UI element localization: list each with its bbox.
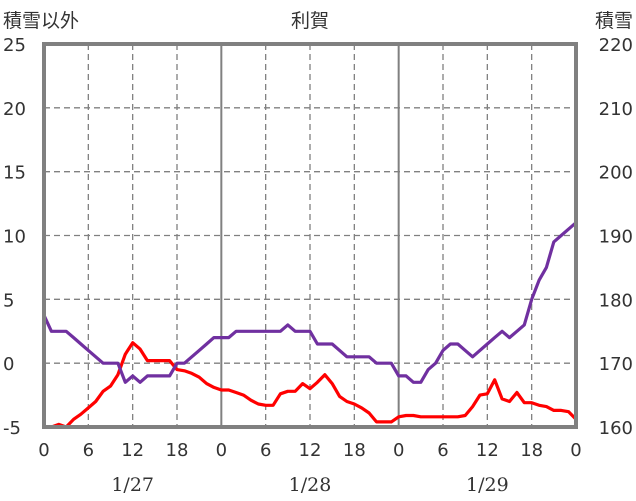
x-tick-label: 6 [260, 440, 271, 461]
x-tick-label: 0 [570, 440, 581, 461]
right-tick-label: 200 [599, 163, 633, 184]
left-tick-label: 25 [3, 35, 26, 56]
grid [44, 44, 576, 427]
left-axis-label: 積雪以外 [3, 10, 79, 32]
x-tick-label: 0 [38, 440, 49, 461]
left-tick-label: -5 [3, 418, 21, 439]
x-tick-label: 0 [393, 440, 404, 461]
x-tick-label: 6 [437, 440, 448, 461]
x-tick-label: 12 [476, 440, 499, 461]
series-lines [42, 221, 578, 429]
chart-title: 利賀 [291, 10, 329, 32]
x-tick-label: 12 [121, 440, 144, 461]
right-tick-label: 190 [599, 227, 633, 248]
x-tick-label: 18 [343, 440, 366, 461]
left-tick-label: 20 [3, 99, 26, 120]
series-line-1 [42, 221, 578, 384]
right-tick-label: 210 [599, 99, 633, 120]
left-tick-label: 10 [3, 227, 26, 248]
right-axis-label: 積雪 [595, 10, 633, 32]
x-tick-label: 18 [520, 440, 543, 461]
left-tick-label: 0 [3, 354, 14, 375]
x-tick-label: 12 [299, 440, 322, 461]
right-tick-label: 170 [599, 354, 633, 375]
x-tick-label: 18 [166, 440, 189, 461]
date-label: 1/29 [466, 474, 509, 496]
right-tick-label: 160 [599, 418, 633, 439]
right-tick-label: 220 [599, 35, 633, 56]
left-tick-label: 5 [3, 290, 14, 311]
x-tick-label: 0 [216, 440, 227, 461]
date-label: 1/28 [289, 474, 332, 496]
right-tick-label: 180 [599, 290, 633, 311]
left-tick-label: 15 [3, 163, 26, 184]
date-label: 1/27 [111, 474, 154, 496]
plot-frame [42, 42, 578, 429]
x-tick-label: 6 [83, 440, 94, 461]
series-line-0 [42, 341, 578, 429]
